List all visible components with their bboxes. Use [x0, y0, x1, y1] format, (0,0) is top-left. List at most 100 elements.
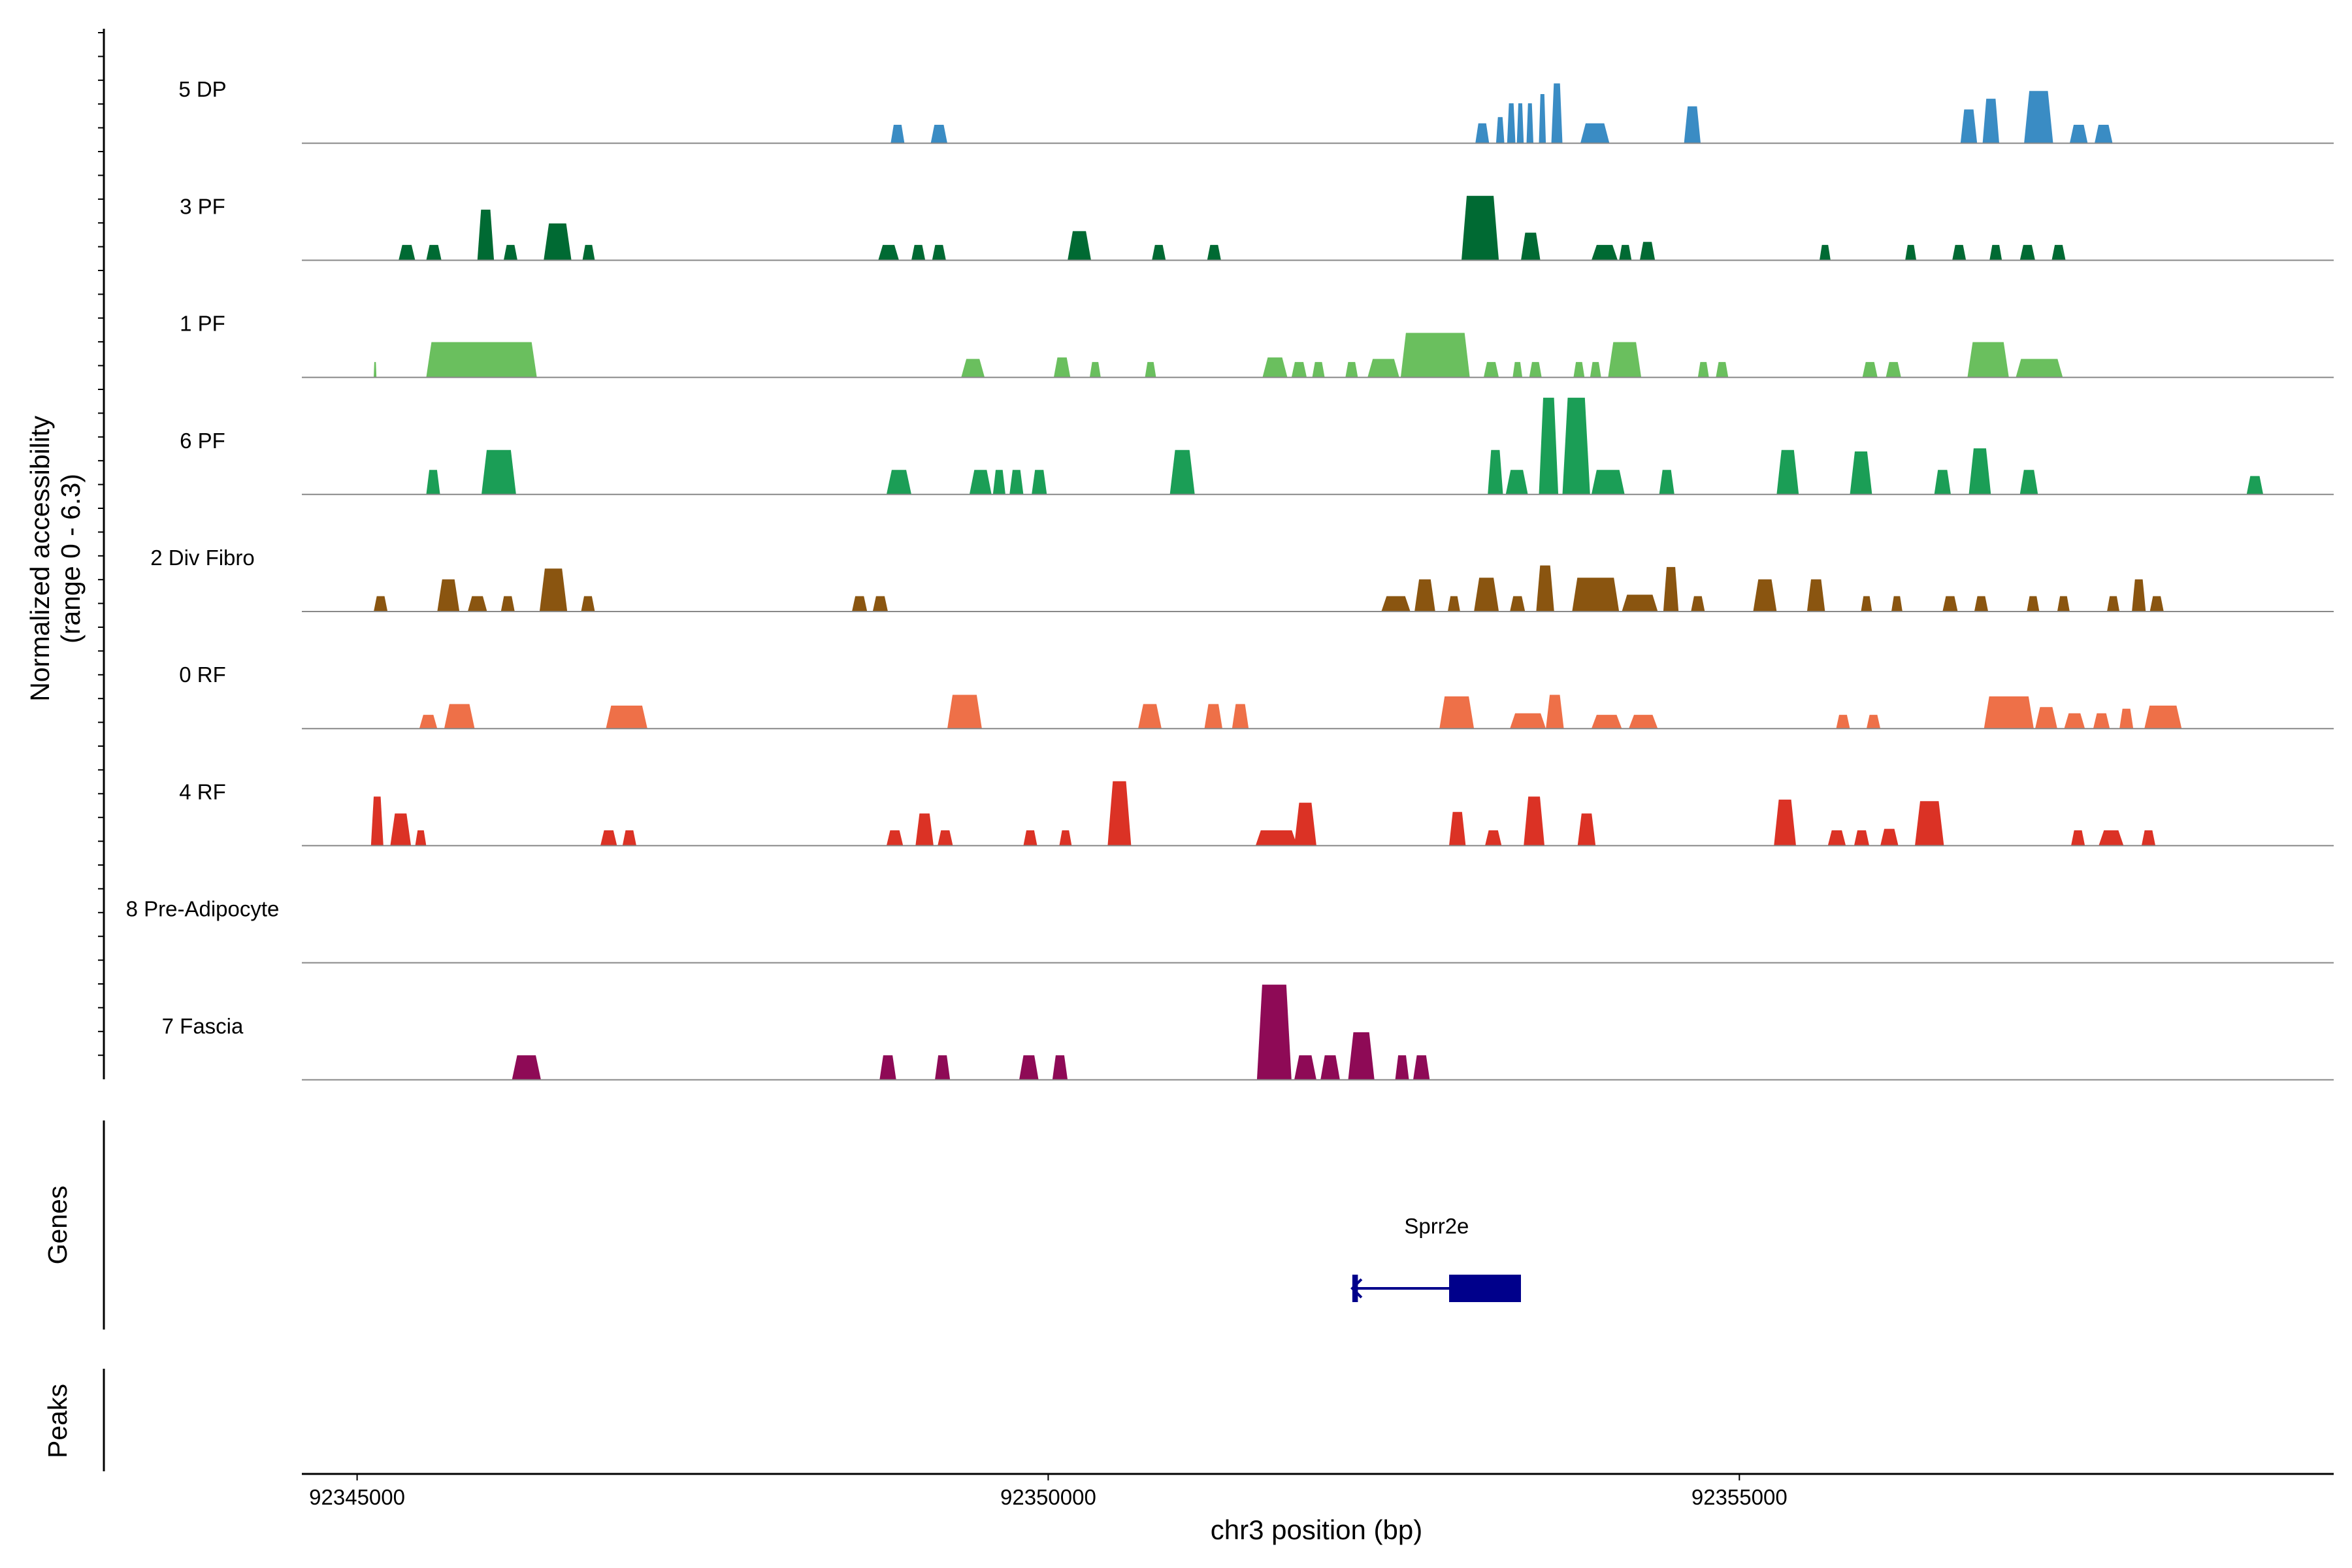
peak [932, 244, 946, 261]
coverage-tracks: 5 DP 3 PF 1 PF 6 PF 2 Div Fibro 0 RF 4 RF 8 Pre… [126, 77, 2334, 1081]
peak [582, 244, 595, 261]
peak [2064, 713, 2085, 729]
peak [1526, 103, 1533, 144]
peak [539, 568, 568, 612]
peak [1475, 123, 1490, 144]
peak [444, 704, 475, 729]
peak [1573, 362, 1585, 378]
peak [1989, 244, 2002, 261]
peak [1320, 1055, 1340, 1080]
peak [503, 244, 517, 261]
peak [1255, 830, 1298, 846]
peak [1312, 362, 1325, 378]
peak [1539, 397, 1559, 495]
peak [2099, 830, 2124, 846]
peak [1891, 596, 1903, 612]
track-3-pf: 3 PF [180, 194, 2334, 261]
peak [1345, 362, 1358, 378]
peak [1551, 83, 1563, 144]
track-label: 6 PF [180, 429, 225, 453]
peak [1032, 470, 1047, 495]
peak [2149, 596, 2164, 612]
track-5-dp: 5 DP [178, 77, 2334, 144]
peak [1068, 231, 1091, 261]
peak [581, 596, 595, 612]
y-axis-minor-ticks [98, 32, 104, 1056]
peak [1629, 715, 1658, 729]
peak [2051, 244, 2066, 261]
x-tick-label: 92355000 [1691, 1485, 1788, 1509]
peaks-panel-label: Peaks [42, 1384, 73, 1458]
peak [426, 244, 442, 261]
peak [938, 830, 953, 846]
peak [947, 694, 982, 729]
peak [2019, 244, 2035, 261]
peak [512, 1055, 541, 1080]
peak [415, 830, 427, 846]
peak [2246, 476, 2264, 495]
peak [1862, 362, 1878, 378]
gene-label: Sprr2e [1404, 1214, 1469, 1238]
peak [1952, 244, 1967, 261]
peak [1590, 362, 1601, 378]
peak [1413, 1055, 1430, 1080]
x-tick-label: 92350000 [1000, 1485, 1096, 1509]
peak [500, 596, 515, 612]
peak [1367, 359, 1399, 378]
peak [1019, 1055, 1039, 1080]
peak [1774, 799, 1796, 846]
peak [1348, 1032, 1375, 1080]
peak [2132, 579, 2146, 612]
peak [1516, 103, 1524, 144]
peak [2057, 596, 2070, 612]
peak [1619, 244, 1632, 261]
y-axis-title-line2: (range 0 - 6.3) [56, 474, 86, 644]
peak [374, 596, 388, 612]
peak [437, 579, 460, 612]
peak [606, 706, 647, 729]
peak [878, 244, 899, 261]
track-label: 2 Div Fibro [150, 546, 255, 570]
peak [1169, 449, 1195, 495]
peak [879, 1055, 896, 1080]
peak [419, 715, 438, 729]
peak [2016, 359, 2063, 378]
track-label: 4 RF [179, 779, 226, 804]
peak [1395, 1055, 1409, 1080]
peak [1984, 696, 2034, 729]
peak [1462, 195, 1499, 261]
peak [1536, 565, 1554, 612]
y-axis-title-line1: Normalized accessibility [25, 416, 55, 702]
peak [2093, 713, 2110, 729]
peak [1204, 704, 1222, 729]
peak [1572, 578, 1620, 612]
peak [2107, 596, 2120, 612]
peak [1145, 362, 1156, 378]
peak [886, 470, 911, 495]
peak [1294, 802, 1316, 846]
peak [2141, 830, 2156, 846]
peak [426, 470, 440, 495]
track-label: 3 PF [180, 194, 225, 218]
peak [1886, 362, 1901, 378]
peak [426, 342, 537, 378]
peak [1023, 830, 1037, 846]
peak [915, 813, 934, 846]
x-axis-title: chr3 position (bp) [1211, 1514, 1423, 1545]
track-label: 1 PF [180, 312, 225, 336]
gene-exon [1352, 1275, 1358, 1302]
peak [1960, 109, 1978, 144]
peak [600, 830, 617, 846]
peak [2035, 707, 2057, 729]
peak [1483, 362, 1499, 378]
peak [482, 449, 516, 495]
track-4-rf: 4 RF [179, 779, 2334, 847]
peak [1474, 578, 1499, 612]
x-tick-label: 92345000 [309, 1485, 405, 1509]
peak [1539, 94, 1546, 144]
peak [1447, 596, 1460, 612]
peak [1915, 801, 1944, 846]
peak [890, 125, 905, 144]
peak [1716, 362, 1729, 378]
